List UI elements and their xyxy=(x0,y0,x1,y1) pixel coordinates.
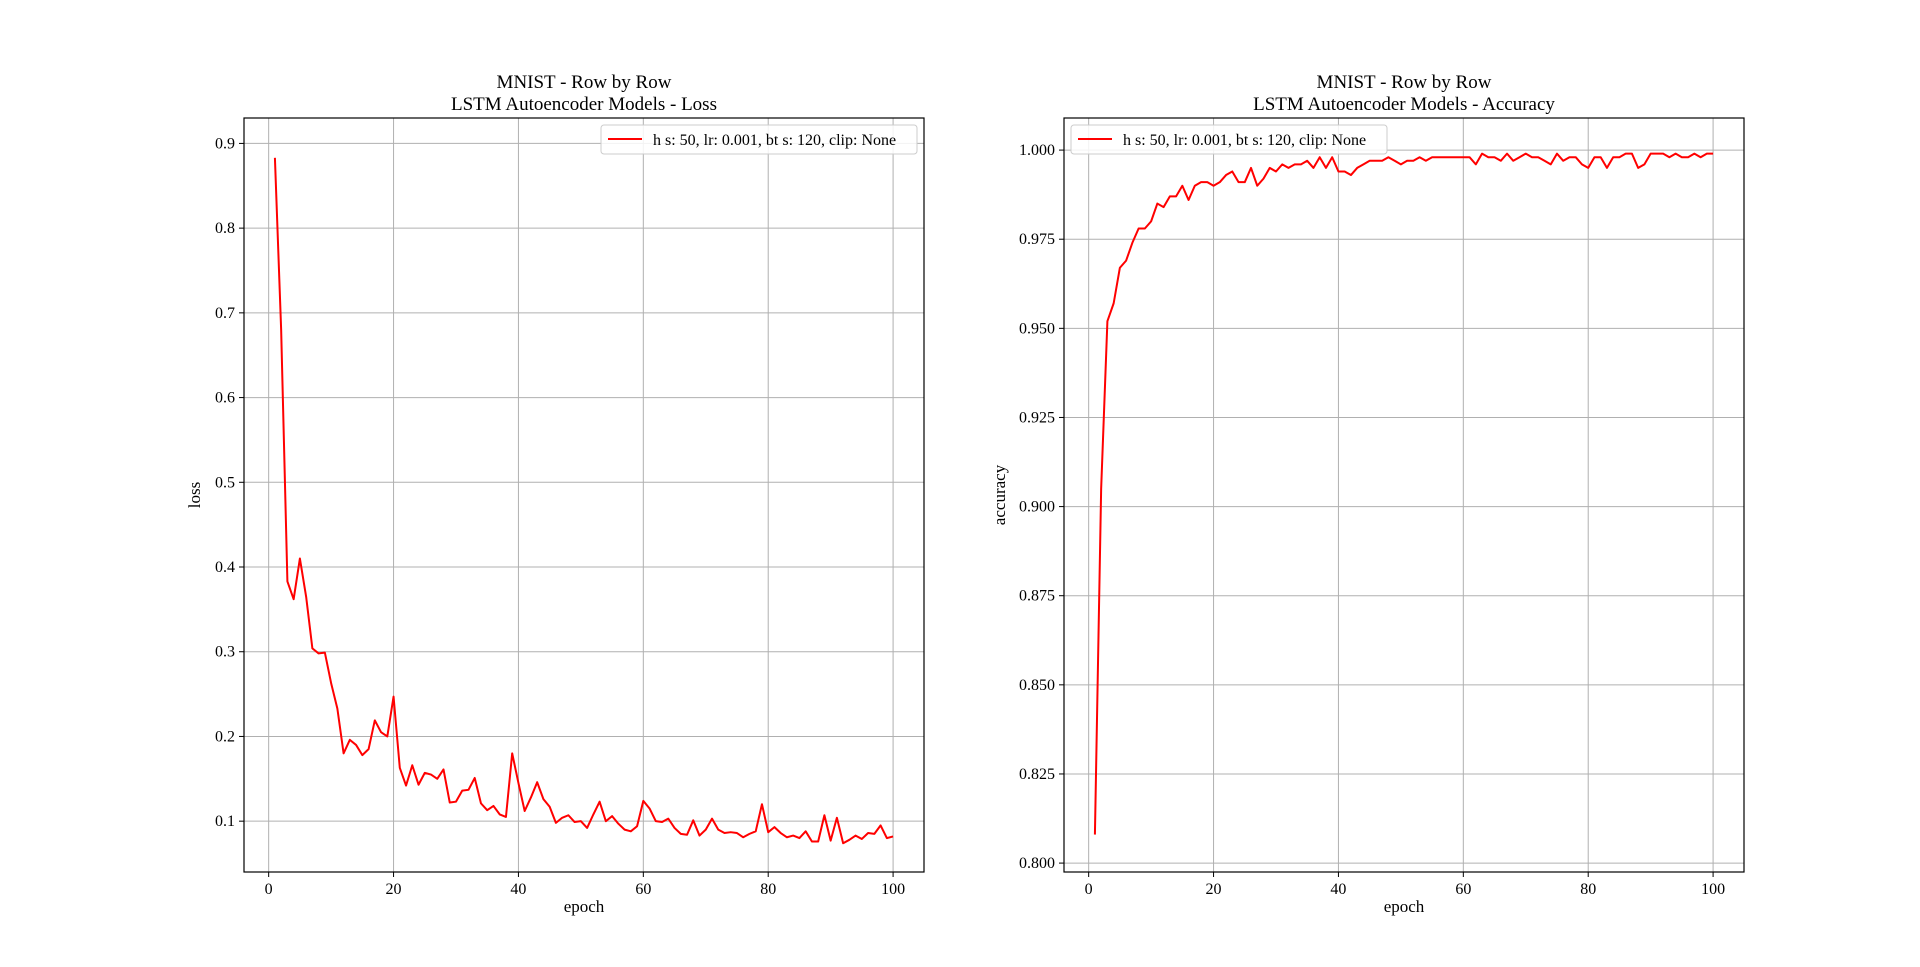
loss-x-tick-label: 100 xyxy=(881,881,905,898)
accuracy-legend: h s: 50, lr: 0.001, bt s: 120, clip: Non… xyxy=(1070,124,1388,155)
loss-y-tick-label: 0.4 xyxy=(215,559,235,576)
accuracy-x-tick-label: 100 xyxy=(1701,881,1725,898)
loss-chart: MNIST - Row by Row LSTM Autoencoder Mode… xyxy=(185,72,925,916)
loss-y-axis-label: loss xyxy=(185,482,204,508)
accuracy-x-tick-label: 20 xyxy=(1206,881,1222,898)
loss-series xyxy=(273,157,894,845)
accuracy-y-tick-label: 0.900 xyxy=(1019,499,1055,516)
accuracy-grid xyxy=(1064,118,1744,872)
accuracy-x-tick-label: 80 xyxy=(1580,881,1596,898)
accuracy-plot-frame xyxy=(1063,117,1745,873)
loss-x-tick-label: 20 xyxy=(386,881,402,898)
loss-x-ticks: 0 20 40 60 80 100 xyxy=(265,872,905,898)
accuracy-y-tick-label: 0.975 xyxy=(1019,231,1055,248)
accuracy-legend-label: h s: 50, lr: 0.001, bt s: 120, clip: Non… xyxy=(1123,132,1366,149)
loss-y-ticks: 0.1 0.2 0.3 0.4 0.5 0.6 0.7 0.8 0.9 xyxy=(215,135,244,830)
loss-x-tick-label: 40 xyxy=(510,881,526,898)
loss-x-tick-label: 0 xyxy=(265,881,273,898)
accuracy-x-tick-label: 0 xyxy=(1085,881,1093,898)
accuracy-legend-box xyxy=(1070,124,1388,155)
loss-y-tick-label: 0.5 xyxy=(215,474,235,491)
loss-chart-title-line-2: LSTM Autoencoder Models - Loss xyxy=(451,94,717,115)
loss-y-tick-label: 0.7 xyxy=(215,305,235,322)
accuracy-x-ticks: 0 20 40 60 80 100 xyxy=(1085,872,1725,898)
accuracy-y-tick-label: 1.000 xyxy=(1019,142,1055,159)
loss-y-tick-label: 0.1 xyxy=(215,813,235,830)
accuracy-chart-title-line-1: MNIST - Row by Row xyxy=(1317,72,1492,93)
loss-legend-box xyxy=(600,124,918,155)
accuracy-y-tick-label: 0.850 xyxy=(1019,677,1055,694)
accuracy-y-tick-label: 0.925 xyxy=(1019,409,1055,426)
loss-plot-frame xyxy=(243,117,925,873)
loss-grid xyxy=(244,118,924,872)
accuracy-y-tick-label: 0.950 xyxy=(1019,320,1055,337)
accuracy-y-tick-label: 0.800 xyxy=(1019,855,1055,872)
accuracy-series xyxy=(1093,152,1714,835)
accuracy-x-tick-label: 40 xyxy=(1330,881,1346,898)
loss-legend: h s: 50, lr: 0.001, bt s: 120, clip: Non… xyxy=(600,124,918,155)
accuracy-y-ticks: 0.800 0.825 0.850 0.875 0.900 0.925 0.950 0.975… xyxy=(1019,142,1064,872)
loss-y-tick-label: 0.9 xyxy=(215,135,235,152)
accuracy-x-tick-label: 60 xyxy=(1455,881,1471,898)
loss-line xyxy=(273,157,894,845)
loss-legend-label: h s: 50, lr: 0.001, bt s: 120, clip: Non… xyxy=(653,132,896,149)
accuracy-chart: MNIST - Row by Row LSTM Autoencoder Mode… xyxy=(990,72,1745,916)
accuracy-y-tick-label: 0.875 xyxy=(1019,588,1055,605)
loss-chart-title-line-1: MNIST - Row by Row xyxy=(497,72,672,93)
loss-y-tick-label: 0.2 xyxy=(215,728,235,745)
accuracy-line xyxy=(1093,152,1714,835)
loss-x-axis-label: epoch xyxy=(564,897,605,916)
loss-y-tick-label: 0.8 xyxy=(215,220,235,237)
loss-x-tick-label: 80 xyxy=(760,881,776,898)
loss-y-tick-label: 0.6 xyxy=(215,390,235,407)
accuracy-x-axis-label: epoch xyxy=(1384,897,1425,916)
accuracy-y-axis-label: accuracy xyxy=(990,464,1009,525)
loss-y-tick-label: 0.3 xyxy=(215,644,235,661)
loss-x-tick-label: 60 xyxy=(635,881,651,898)
accuracy-y-tick-label: 0.825 xyxy=(1019,766,1055,783)
accuracy-chart-title-line-2: LSTM Autoencoder Models - Accuracy xyxy=(1253,94,1555,115)
